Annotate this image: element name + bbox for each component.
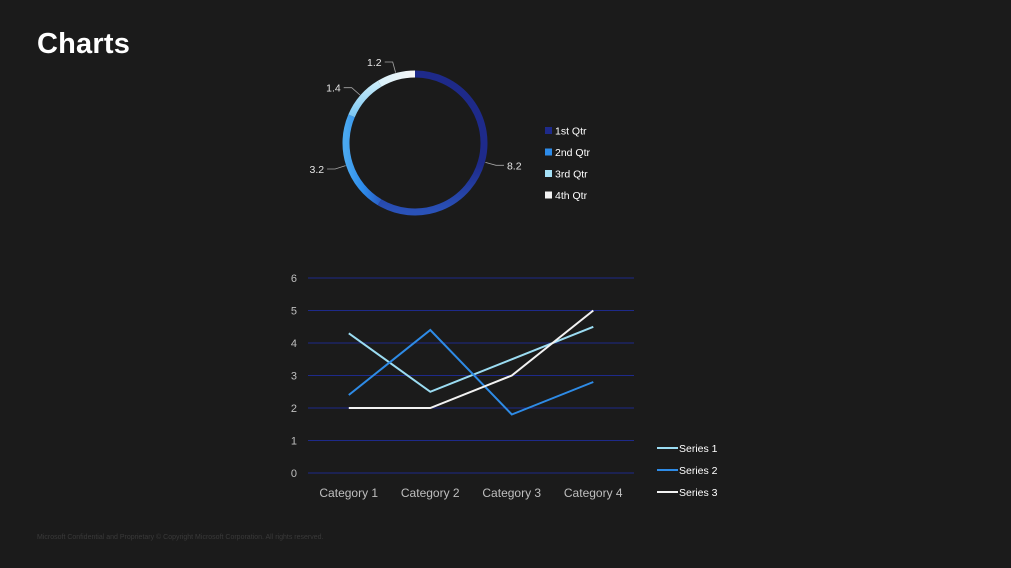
- series-line-3: [348, 309, 594, 409]
- doughnut-slice-4: [377, 70, 416, 87]
- y-tick-label: 0: [291, 468, 297, 480]
- y-tick-label: 1: [291, 436, 297, 448]
- x-tick-label: Category 4: [564, 486, 623, 500]
- legend-marker-3: [545, 170, 552, 177]
- doughnut-data-label: 8.2: [507, 160, 522, 172]
- legend-label-3: 3rd Qtr: [555, 169, 588, 181]
- page-title: Charts: [37, 28, 131, 60]
- legend-series-label: Series 3: [679, 487, 718, 499]
- doughnut-data-label: 1.2: [367, 57, 382, 69]
- y-tick-label: 6: [291, 273, 297, 285]
- doughnut-legend: 1st Qtr 2nd Qtr 3rd Qtr 4th Qtr: [545, 126, 591, 202]
- series-line-1: [348, 325, 594, 393]
- legend-series-label: Series 2: [679, 465, 718, 477]
- legend-label-4: 4th Qtr: [555, 190, 588, 202]
- x-tick-label: Category 2: [401, 486, 460, 500]
- series-line-2: [348, 328, 594, 416]
- y-tick-label: 2: [291, 403, 297, 415]
- line-legend: Series 1 Series 2 Series 3: [657, 443, 718, 499]
- line-chart: 0 1 2 3 4 5 6 Category 1 Category 2 Category 3 Cat…: [291, 273, 634, 500]
- doughnut-leader-line: [327, 165, 346, 170]
- legend-label-2: 2nd Qtr: [555, 147, 591, 159]
- doughnut-leader-line: [343, 87, 361, 96]
- doughnut-slice-3: [348, 80, 382, 118]
- footer-copyright: Microsoft Confidential and Proprietary ©…: [37, 534, 324, 541]
- doughnut-data-label: 3.2: [310, 164, 325, 176]
- y-tick-label: 5: [291, 306, 297, 318]
- legend-marker-1: [545, 127, 552, 134]
- x-tick-label: Category 1: [319, 486, 378, 500]
- doughnut-leader-line: [384, 61, 396, 73]
- y-tick-label: 4: [291, 338, 297, 350]
- doughnut-data-label: 1.4: [326, 83, 341, 95]
- y-tick-label: 3: [291, 371, 297, 383]
- x-tick-label: Category 3: [482, 486, 541, 500]
- doughnut-chart: 8.2 3.2 1.4 1.2: [310, 57, 522, 216]
- legend-marker-4: [545, 191, 552, 199]
- legend-label-1: 1st Qtr: [555, 126, 587, 138]
- legend-series-label: Series 1: [679, 443, 718, 455]
- doughnut-slice-2: [342, 114, 382, 206]
- doughnut-leader-line: [485, 162, 504, 166]
- legend-marker-2: [545, 148, 552, 156]
- doughnut-slice-1: [377, 70, 488, 216]
